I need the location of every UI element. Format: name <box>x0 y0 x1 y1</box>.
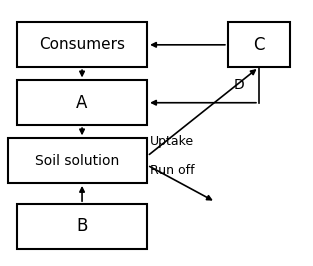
Text: Run off: Run off <box>150 164 195 177</box>
FancyBboxPatch shape <box>17 204 147 249</box>
Text: Soil solution: Soil solution <box>35 154 120 168</box>
FancyBboxPatch shape <box>8 138 147 183</box>
Text: Uptake: Uptake <box>150 135 194 148</box>
FancyBboxPatch shape <box>228 22 290 67</box>
Text: D: D <box>233 78 244 92</box>
Text: C: C <box>253 36 264 54</box>
Text: B: B <box>76 217 88 235</box>
Text: A: A <box>76 94 88 112</box>
FancyBboxPatch shape <box>17 22 147 67</box>
FancyBboxPatch shape <box>17 80 147 125</box>
Text: Consumers: Consumers <box>39 37 125 52</box>
